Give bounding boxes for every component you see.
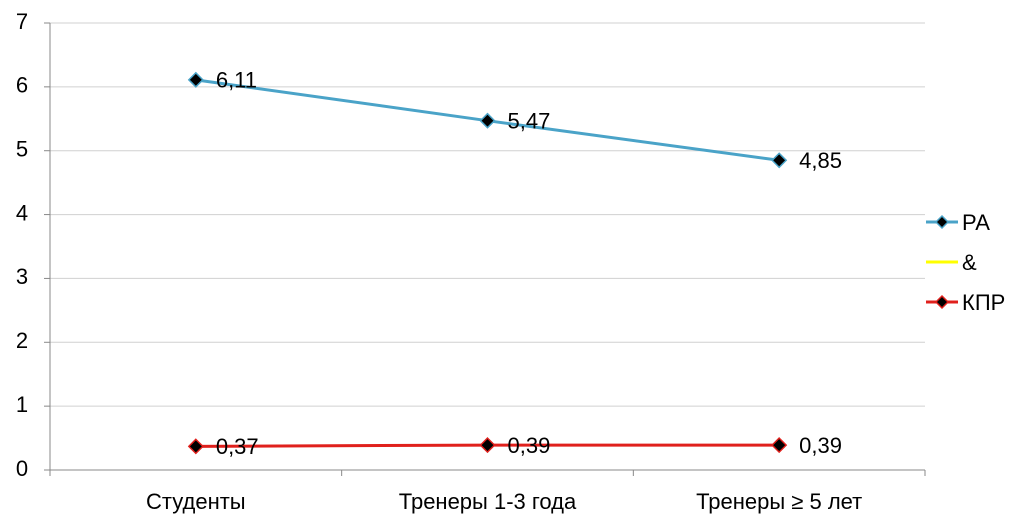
point [479, 437, 496, 454]
y-tick-label: 4 [16, 200, 28, 225]
data-label: 0,39 [799, 433, 842, 458]
point [187, 71, 204, 88]
point [771, 437, 788, 454]
legend-label: КПР [962, 290, 1005, 315]
y-tick-label: 3 [16, 264, 28, 289]
y-tick-label: 7 [16, 9, 28, 34]
data-label: 6,11 [216, 68, 257, 93]
data-label: 4,85 [799, 148, 842, 173]
y-tick-label: 0 [16, 456, 28, 481]
legend-marker [934, 294, 950, 310]
legend-marker [934, 214, 950, 230]
y-tick-label: 6 [16, 73, 28, 98]
data-label: 0,37 [216, 434, 259, 459]
point [187, 438, 204, 455]
legend-label: & [962, 250, 977, 275]
y-tick-label: 5 [16, 137, 28, 162]
x-tick-label: Тренеры ≥ 5 лет [696, 489, 862, 514]
point [479, 112, 496, 129]
x-tick-label: Тренеры 1-3 года [399, 489, 577, 514]
x-tick-label: Студенты [146, 489, 246, 514]
point [771, 152, 788, 169]
y-tick-label: 1 [16, 392, 28, 417]
legend-label: РА [962, 210, 990, 235]
data-label: 5,47 [508, 109, 551, 134]
y-tick-label: 2 [16, 328, 28, 353]
data-label: 0,39 [508, 433, 551, 458]
